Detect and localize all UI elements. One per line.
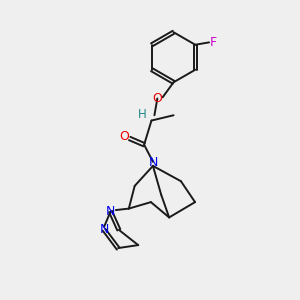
Text: O: O <box>119 130 129 143</box>
Text: O: O <box>152 92 162 105</box>
Text: N: N <box>148 156 158 169</box>
Text: H: H <box>138 108 146 121</box>
Text: N: N <box>106 205 115 218</box>
Text: F: F <box>210 36 217 49</box>
Text: N: N <box>99 223 109 236</box>
